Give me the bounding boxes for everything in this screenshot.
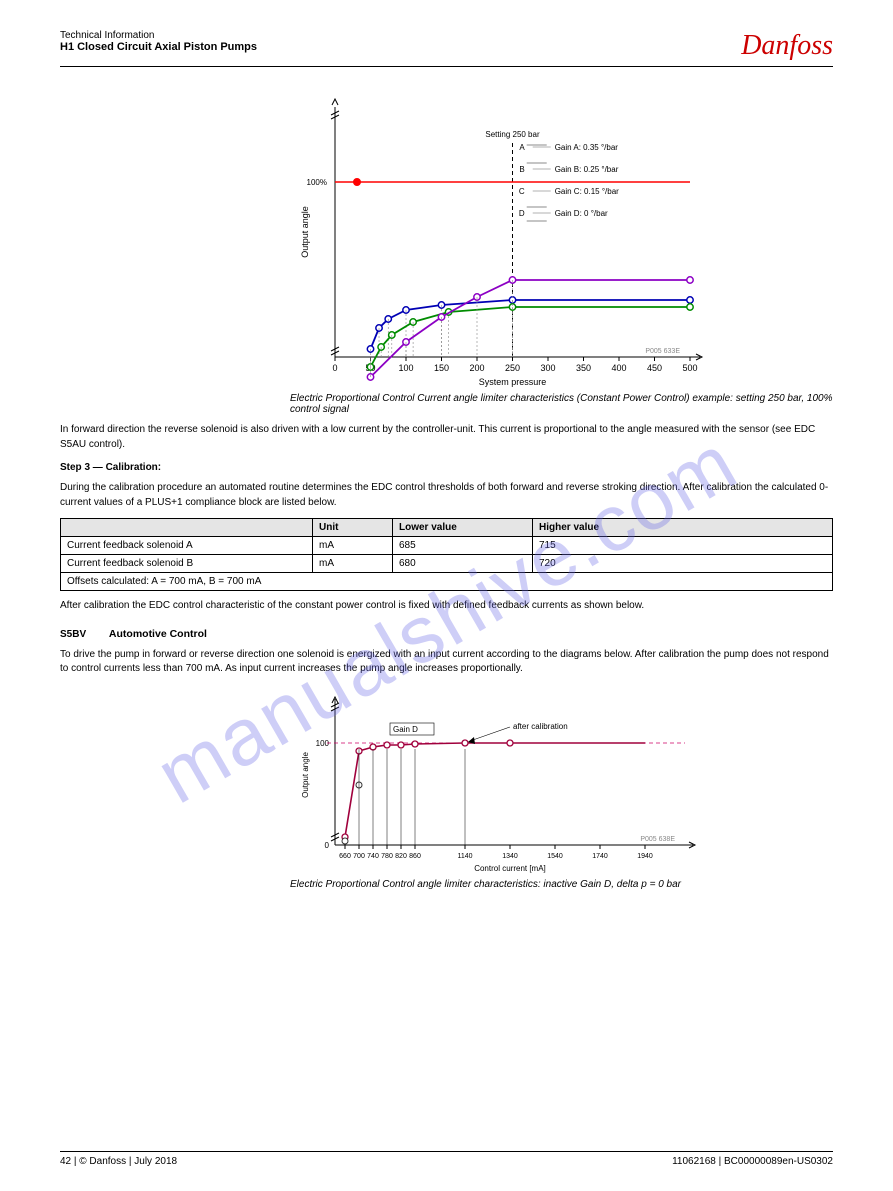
- svg-text:660: 660: [339, 853, 351, 860]
- svg-text:1540: 1540: [547, 853, 563, 860]
- svg-text:Control current [mA]: Control current [mA]: [474, 864, 546, 873]
- svg-text:C: C: [519, 187, 525, 196]
- th-1: Unit: [313, 519, 393, 537]
- step-label: Step 3 — Calibration:: [60, 462, 833, 473]
- svg-text:860: 860: [409, 853, 421, 860]
- footer-right: 11062168 | BC00000089en-US0302: [672, 1156, 833, 1167]
- svg-text:740: 740: [367, 853, 379, 860]
- svg-text:System pressure: System pressure: [479, 377, 547, 387]
- svg-text:1340: 1340: [502, 853, 518, 860]
- chart2-caption: Electric Proportional Control angle limi…: [290, 879, 833, 890]
- svg-text:B: B: [519, 165, 524, 174]
- section-number: S5BV: [60, 629, 86, 640]
- svg-text:Gain C: 0.15 °/bar: Gain C: 0.15 °/bar: [555, 187, 619, 196]
- paragraph-2: During the calibration procedure an auto…: [60, 481, 833, 510]
- section-title: Automotive Control: [109, 628, 207, 640]
- svg-text:300: 300: [540, 363, 555, 373]
- svg-text:700: 700: [353, 853, 365, 860]
- header-line2: H1 Closed Circuit Axial Piston Pumps: [60, 41, 257, 53]
- svg-text:450: 450: [647, 363, 662, 373]
- svg-text:100%: 100%: [307, 178, 327, 187]
- svg-text:Setting 250 bar: Setting 250 bar: [485, 130, 540, 139]
- svg-text:0: 0: [332, 363, 337, 373]
- svg-text:780: 780: [381, 853, 393, 860]
- svg-text:250: 250: [505, 363, 520, 373]
- svg-text:Gain D: Gain D: [393, 725, 418, 734]
- th-2: Lower value: [393, 519, 533, 537]
- chart1-caption: Electric Proportional Control Current an…: [290, 393, 833, 415]
- svg-text:200: 200: [469, 363, 484, 373]
- table-row: Current feedback solenoid B mA 680 720: [61, 555, 833, 573]
- svg-text:400: 400: [611, 363, 626, 373]
- table-row-full: Offsets calculated: A = 700 mA, B = 700 …: [61, 573, 833, 591]
- paragraph-4: To drive the pump in forward or reverse …: [60, 648, 833, 677]
- svg-text:500: 500: [682, 363, 697, 373]
- svg-text:P005 638E: P005 638E: [640, 836, 675, 843]
- paragraph-3: After calibration the EDC control charac…: [60, 599, 833, 614]
- header-line1: Technical Information: [60, 30, 257, 41]
- svg-text:150: 150: [434, 363, 449, 373]
- svg-text:1740: 1740: [592, 853, 608, 860]
- svg-text:1140: 1140: [457, 853, 472, 860]
- footer-left: 42 | © Danfoss | July 2018: [60, 1156, 177, 1167]
- paragraph-1: In forward direction the reverse solenoi…: [60, 423, 833, 452]
- th-0: [61, 519, 313, 537]
- calibration-table: Unit Lower value Higher value Current fe…: [60, 518, 833, 591]
- svg-text:Gain A: 0.35 °/bar: Gain A: 0.35 °/bar: [555, 143, 619, 152]
- th-3: Higher value: [533, 519, 833, 537]
- svg-text:1940: 1940: [637, 853, 653, 860]
- svg-text:100: 100: [398, 363, 413, 373]
- svg-text:after calibration: after calibration: [513, 722, 568, 731]
- svg-text:350: 350: [576, 363, 591, 373]
- page-footer: 42 | © Danfoss | July 2018 11062168 | BC…: [60, 1147, 833, 1167]
- chart-automotive: 660700740780820860 1140 1340 1540 1740 1940 Co…: [290, 685, 833, 875]
- svg-text:A: A: [519, 143, 525, 152]
- brand-logo: Danfoss: [741, 30, 833, 62]
- svg-text:0: 0: [325, 841, 330, 850]
- svg-text:820: 820: [395, 853, 407, 860]
- table-row: Current feedback solenoid A mA 685 715: [61, 537, 833, 555]
- svg-text:Gain D: 0 °/bar: Gain D: 0 °/bar: [555, 209, 608, 218]
- svg-text:100: 100: [316, 739, 330, 748]
- chart-power-control: 050100150200250300350400450500System pre…: [290, 87, 833, 387]
- svg-text:Output angle: Output angle: [301, 751, 310, 797]
- svg-text:D: D: [519, 209, 525, 218]
- svg-text:Output angle: Output angle: [300, 206, 310, 258]
- svg-text:Gain B: 0.25 °/bar: Gain B: 0.25 °/bar: [555, 165, 619, 174]
- svg-text:P005 633E: P005 633E: [645, 348, 680, 355]
